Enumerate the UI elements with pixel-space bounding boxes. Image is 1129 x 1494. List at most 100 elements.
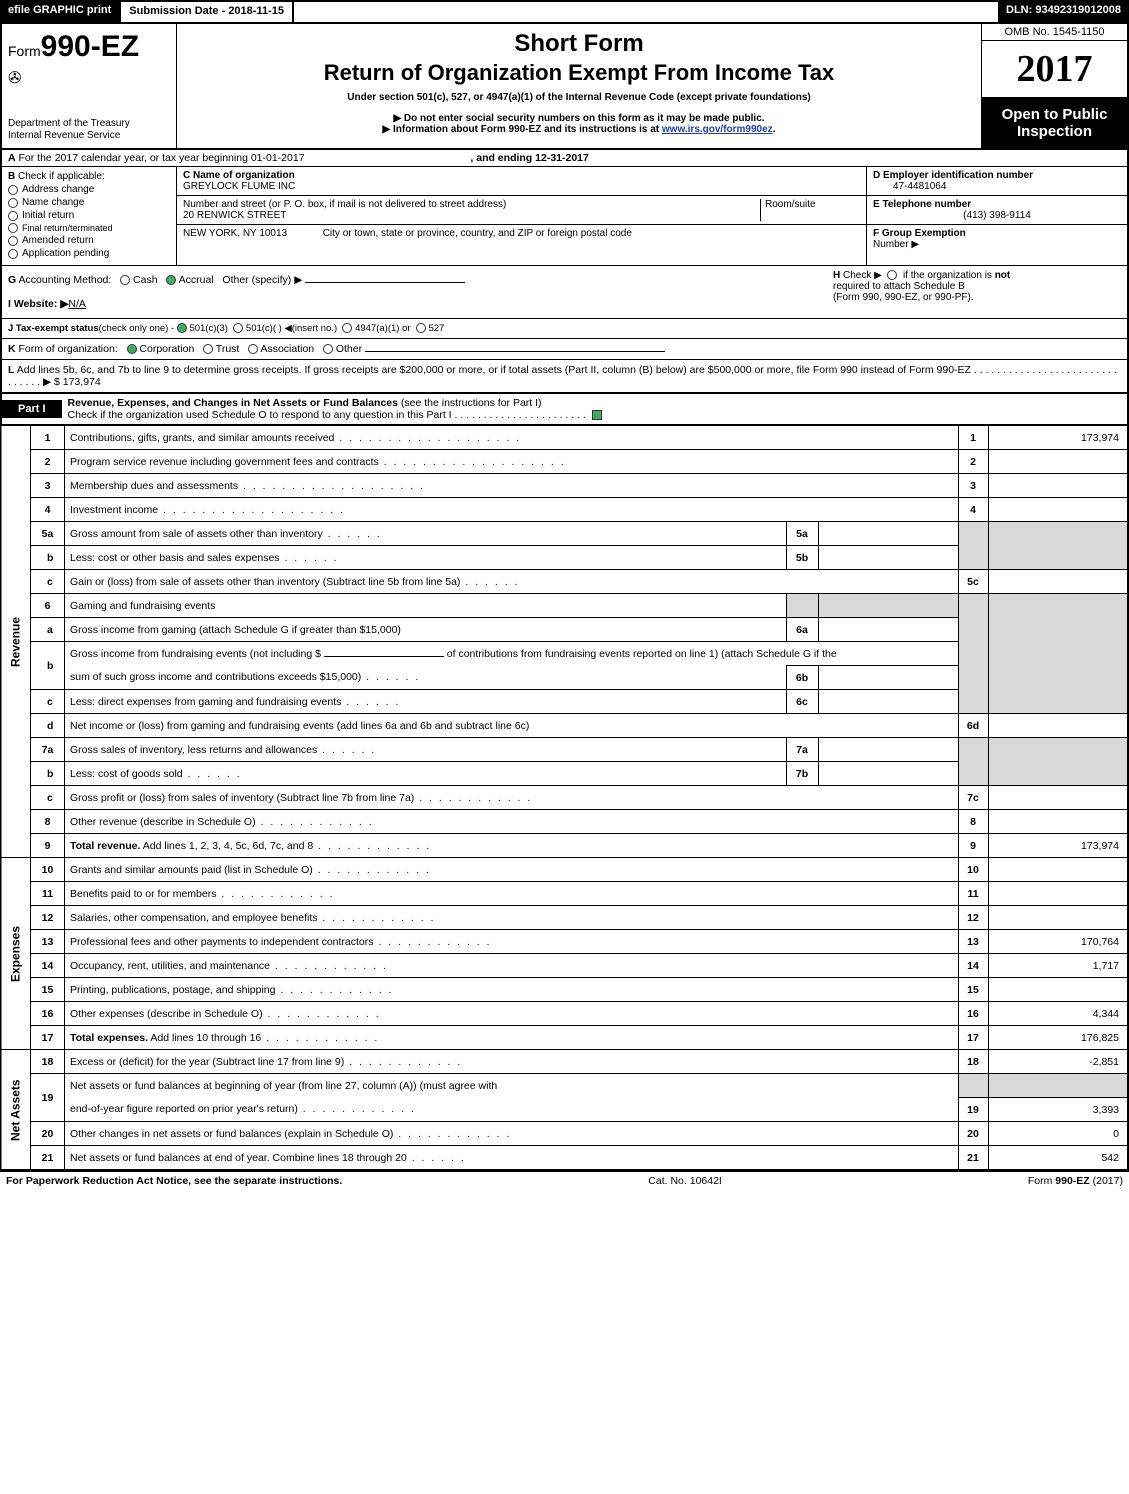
line21-desc: Net assets or fund balances at end of ye… bbox=[65, 1146, 959, 1170]
ein-value: 47-4481064 bbox=[873, 181, 946, 192]
line7a-mid: 7a bbox=[786, 738, 818, 762]
line15-desc-text: Printing, publications, postage, and shi… bbox=[70, 984, 275, 996]
header-left: Form990-EZ ✇ Department of the Treasury … bbox=[2, 24, 177, 148]
radio-4947[interactable] bbox=[342, 323, 352, 333]
line21-box: 21 bbox=[958, 1146, 988, 1170]
chk-h[interactable] bbox=[887, 270, 897, 280]
j-bold: J Tax-exempt status bbox=[8, 323, 99, 334]
line17-d2: Add lines 10 through 16 bbox=[148, 1032, 261, 1044]
blk-d: D Employer identification number 47-4481… bbox=[867, 167, 1127, 265]
line-2: 2 Program service revenue including gove… bbox=[1, 450, 1128, 474]
row-a-bold: A bbox=[8, 152, 16, 164]
line6-num: 6 bbox=[31, 594, 65, 618]
line5c-desc-text: Gain or (loss) from sale of assets other… bbox=[70, 576, 460, 588]
line13-amt: 170,764 bbox=[988, 930, 1128, 954]
part1-header-row: Part I Revenue, Expenses, and Changes in… bbox=[0, 394, 1129, 425]
line6-desc: Gaming and fundraising events bbox=[65, 594, 787, 618]
addr-label: Number and street (or P. O. box, if mail… bbox=[183, 199, 506, 210]
netassets-side-label: Net Assets bbox=[1, 1050, 31, 1170]
room-label: Room/suite bbox=[765, 199, 816, 210]
shade-19-amt bbox=[988, 1074, 1128, 1098]
line13-box: 13 bbox=[958, 930, 988, 954]
radio-501c3[interactable] bbox=[177, 323, 187, 333]
line16-desc-text: Other expenses (describe in Schedule O) bbox=[70, 1008, 263, 1020]
line5c-num: c bbox=[31, 570, 65, 594]
line15-desc: Printing, publications, postage, and shi… bbox=[65, 978, 959, 1002]
dept-block: Department of the Treasury Internal Reve… bbox=[8, 118, 170, 142]
radio-accrual[interactable] bbox=[166, 275, 176, 285]
line6b-mid: 6b bbox=[786, 666, 818, 690]
blk-b: B Check if applicable: Address change Na… bbox=[2, 167, 177, 265]
revenue-side-label: Revenue bbox=[1, 426, 31, 858]
line3-num: 3 bbox=[31, 474, 65, 498]
line7c-amt bbox=[988, 786, 1128, 810]
d-label: D Employer identification number bbox=[873, 170, 1033, 181]
radio-assoc[interactable] bbox=[248, 344, 258, 354]
line-19-1: 19 Net assets or fund balances at beginn… bbox=[1, 1074, 1128, 1098]
open-line1: Open to Public bbox=[986, 106, 1123, 123]
line1-box: 1 bbox=[958, 426, 988, 450]
line7b-num: b bbox=[31, 762, 65, 786]
line10-box: 10 bbox=[958, 858, 988, 882]
line-5a: 5a Gross amount from sale of assets othe… bbox=[1, 522, 1128, 546]
line18-box: 18 bbox=[958, 1050, 988, 1074]
f-label2: Number ▶ bbox=[873, 239, 919, 250]
line20-num: 20 bbox=[31, 1122, 65, 1146]
line5b-num: b bbox=[31, 546, 65, 570]
org-name: GREYLOCK FLUME INC bbox=[183, 181, 295, 192]
form-prefix: Form bbox=[8, 43, 41, 59]
line15-amt bbox=[988, 978, 1128, 1002]
radio-501c[interactable] bbox=[233, 323, 243, 333]
chk-schedule-o[interactable] bbox=[592, 410, 602, 420]
line1-amt: 173,974 bbox=[988, 426, 1128, 450]
radio-corp[interactable] bbox=[127, 344, 137, 354]
short-form-title: Short Form bbox=[187, 30, 971, 58]
radio-527[interactable] bbox=[416, 323, 426, 333]
city-value: NEW YORK, NY 10013 bbox=[183, 228, 287, 239]
line4-box: 4 bbox=[958, 498, 988, 522]
h-text3: required to attach Schedule B bbox=[833, 281, 965, 292]
chk-final-return[interactable] bbox=[8, 223, 18, 233]
line5a-midval bbox=[818, 522, 958, 546]
top-spacer bbox=[294, 0, 998, 24]
line-20: 20 Other changes in net assets or fund b… bbox=[1, 1122, 1128, 1146]
line17-box: 17 bbox=[958, 1026, 988, 1050]
line11-box: 11 bbox=[958, 882, 988, 906]
treasury-seal-icon: ✇ bbox=[8, 68, 170, 88]
chk-amended-return[interactable] bbox=[8, 236, 18, 246]
k-trust: Trust bbox=[216, 343, 240, 355]
line-8: 8 Other revenue (describe in Schedule O)… bbox=[1, 810, 1128, 834]
line19-amt: 3,393 bbox=[988, 1098, 1128, 1122]
city-label: City or town, state or province, country… bbox=[323, 228, 632, 239]
line18-amt: -2,851 bbox=[988, 1050, 1128, 1074]
line6b-d1: Gross income from fundraising events (no… bbox=[70, 648, 324, 660]
line9-num: 9 bbox=[31, 834, 65, 858]
line-18: Net Assets 18 Excess or (deficit) for th… bbox=[1, 1050, 1128, 1074]
line-7c: c Gross profit or (loss) from sales of i… bbox=[1, 786, 1128, 810]
line9-box: 9 bbox=[958, 834, 988, 858]
info-link[interactable]: www.irs.gov/form990ez bbox=[662, 124, 773, 135]
line-12: 12 Salaries, other compensation, and emp… bbox=[1, 906, 1128, 930]
line2-amt bbox=[988, 450, 1128, 474]
opt-address-change: Address change bbox=[22, 184, 94, 195]
line2-desc: Program service revenue including govern… bbox=[65, 450, 959, 474]
chk-name-change[interactable] bbox=[8, 198, 18, 208]
line-5c: c Gain or (loss) from sale of assets oth… bbox=[1, 570, 1128, 594]
i-bold: I Website: ▶ bbox=[8, 298, 68, 310]
chk-address-change[interactable] bbox=[8, 185, 18, 195]
shade-7 bbox=[958, 738, 988, 786]
row-a: A For the 2017 calendar year, or tax yea… bbox=[0, 150, 1129, 167]
line17-num: 17 bbox=[31, 1026, 65, 1050]
radio-trust[interactable] bbox=[203, 344, 213, 354]
radio-other[interactable] bbox=[323, 344, 333, 354]
line6c-desc: Less: direct expenses from gaming and fu… bbox=[65, 690, 787, 714]
info-suffix: . bbox=[773, 124, 776, 135]
radio-cash[interactable] bbox=[120, 275, 130, 285]
opt-amended-return: Amended return bbox=[22, 235, 94, 246]
chk-application-pending[interactable] bbox=[8, 249, 18, 259]
under-section: Under section 501(c), 527, or 4947(a)(1)… bbox=[187, 92, 971, 103]
gh-right: H Check ▶ if the organization is not req… bbox=[827, 266, 1127, 318]
chk-initial-return[interactable] bbox=[8, 211, 18, 221]
line4-amt bbox=[988, 498, 1128, 522]
footer-left: For Paperwork Reduction Act Notice, see … bbox=[6, 1175, 342, 1187]
